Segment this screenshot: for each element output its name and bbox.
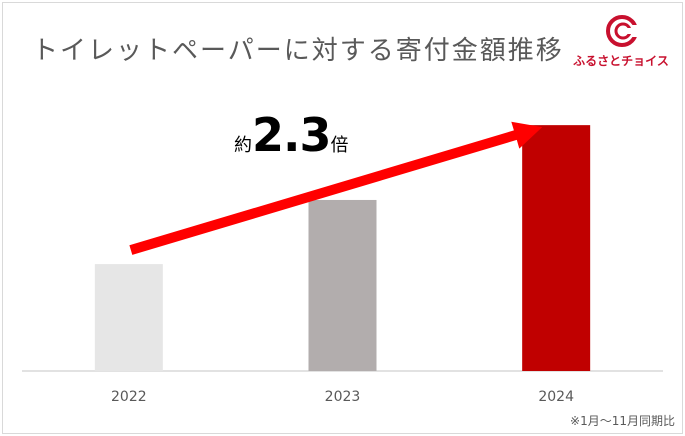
brand-name: ふるさとチョイス bbox=[573, 54, 669, 68]
x-tick-label: 2023 bbox=[325, 389, 361, 405]
c-logo-icon bbox=[606, 15, 639, 47]
x-tick-label: 2024 bbox=[538, 389, 574, 405]
bar-2024 bbox=[522, 125, 591, 371]
bar-2022 bbox=[94, 264, 163, 371]
x-tick-label: 2022 bbox=[111, 389, 147, 405]
brand-logo: ふるさとチョイス bbox=[573, 14, 669, 72]
growth-prefix: 約 bbox=[234, 135, 252, 156]
trend-arrow bbox=[129, 121, 543, 255]
chart-title: トイレットペーパーに対する寄付金額推移 bbox=[32, 36, 564, 66]
growth-suffix: 倍 bbox=[330, 135, 349, 156]
bar-2023 bbox=[308, 199, 377, 371]
growth-annotation: 約2.3倍 bbox=[234, 108, 349, 162]
growth-value: 2.3 bbox=[252, 108, 331, 162]
footnote: ※1月〜11月同期比 bbox=[570, 414, 675, 428]
